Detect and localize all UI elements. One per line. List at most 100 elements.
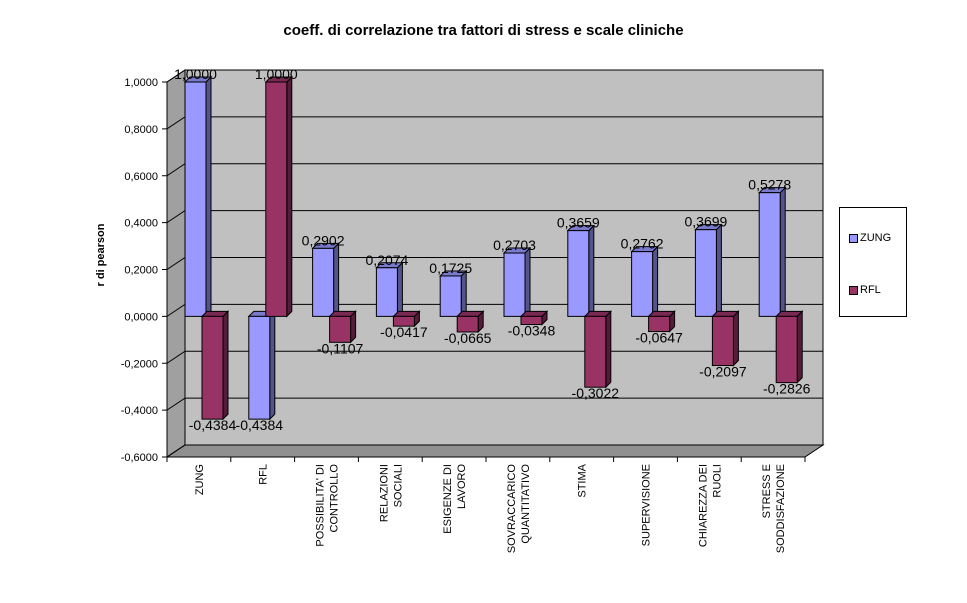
data-label-zung-8: 0,3699 [684, 214, 727, 230]
x-tick-label: RFL [258, 464, 270, 485]
y-tick-label: 0,6000 [124, 171, 158, 183]
data-label-zung-4: 0,1725 [429, 260, 472, 276]
data-label-zung-7: 0,2762 [621, 236, 664, 252]
data-label-rfl-5: -0,0348 [508, 323, 556, 339]
bar-zung-8 [694, 229, 717, 317]
y-tick-label: 1,0000 [124, 77, 158, 89]
data-label-zung-6: 0,3659 [557, 215, 600, 231]
bar-zung-5 [503, 252, 526, 317]
data-label-zung-3: 0,2074 [365, 252, 408, 268]
bar-zung-9-side [779, 186, 786, 318]
legend-item-zung: ZUNG [849, 232, 891, 244]
bar-rfl-3-top [392, 310, 421, 317]
data-label-rfl-2: -0,1107 [317, 340, 364, 356]
bar-zung-4-side [460, 269, 467, 318]
bar-zung-0 [184, 81, 207, 317]
bar-rfl-6-side [605, 310, 612, 389]
bar-zung-6-side [588, 224, 595, 318]
bar-rfl-5-top [519, 310, 549, 317]
bar-zung-1-side [269, 310, 276, 421]
bar-rfl-1 [265, 81, 288, 317]
bar-rfl-8-side [732, 310, 739, 367]
bar-zung-7-side [652, 245, 659, 318]
legend-item-rfl: RFL [849, 284, 881, 296]
x-tick-label: SUPERVISIONE [641, 464, 653, 546]
x-tick-label: LAVORO [456, 464, 468, 509]
y-axis-title: r di pearson [95, 223, 107, 286]
bar-zung-7 [631, 251, 654, 317]
bar-rfl-8-top [711, 310, 740, 317]
x-tick-label: QUANTITATIVO [520, 464, 532, 544]
y-tick-label: 0,2000 [124, 265, 158, 277]
legend-swatch-rfl [849, 285, 858, 295]
bar-zung-9 [758, 192, 781, 317]
bar-zung-2 [312, 247, 335, 317]
data-label-rfl-1: 1,0000 [255, 66, 298, 82]
bar-zung-3-side [396, 261, 403, 318]
x-tick-label: POSSIBILITA' DI [315, 464, 327, 547]
legend-label-rfl: RFL [860, 284, 881, 296]
bar-rfl-7 [648, 315, 671, 333]
data-label-zung-5: 0,2703 [493, 237, 536, 253]
bar-rfl-9-top [774, 310, 804, 317]
y-tick-label: -0,2000 [121, 358, 158, 370]
data-label-zung-0: 1,0000 [174, 66, 217, 82]
chart-title: coeff. di correlazione tra fattori di st… [283, 22, 684, 39]
y-tick-label: -0,4000 [121, 405, 158, 417]
data-label-zung-9: 0,5278 [748, 177, 791, 193]
bar-zung-5-side [524, 246, 531, 318]
y-tick-label: 0,8000 [124, 124, 158, 136]
bar-rfl-2-top [328, 310, 357, 317]
x-tick-label: RELAZIONI [378, 464, 390, 522]
bar-rfl-6 [584, 315, 607, 388]
bar-zung-8-side [715, 223, 722, 318]
gridline [166, 397, 823, 411]
data-label-rfl-0: -0,4384 [189, 417, 237, 433]
data-label-rfl-9: -0,2826 [763, 381, 811, 397]
bar-rfl-9-side [796, 310, 803, 384]
bar-rfl-4 [456, 315, 479, 333]
x-tick-label: SOCIALI [392, 464, 404, 507]
bar-rfl-1-side [286, 75, 293, 318]
legend-label-zung: ZUNG [860, 232, 892, 244]
bar-rfl-0-top [200, 310, 230, 317]
bar-rfl-9 [775, 315, 798, 384]
legend-swatch-zung [849, 233, 858, 243]
x-tick-label: STIMA [577, 463, 589, 497]
bar-zung-6 [567, 230, 590, 317]
data-label-zung-2: 0,2902 [302, 232, 345, 248]
floor [165, 444, 825, 458]
data-label-rfl-3: -0,0417 [380, 324, 428, 340]
data-label-rfl-7: -0,0647 [635, 330, 683, 346]
data-label-rfl-6: -0,3022 [572, 385, 620, 401]
x-tick-label: SODDISFAZIONE [775, 464, 787, 553]
bar-rfl-7-top [647, 310, 676, 317]
bar-rfl-5 [520, 315, 543, 326]
x-tick-label: ZUNG [194, 464, 206, 495]
data-label-zung-1: -0,4384 [236, 417, 284, 433]
bar-rfl-8 [711, 315, 734, 367]
data-label-rfl-8: -0,2097 [699, 364, 747, 380]
bar-rfl-0-side [222, 310, 229, 421]
bar-rfl-3 [392, 315, 415, 327]
x-tick-label: CONTROLLO [329, 464, 341, 533]
bar-zung-0-side [205, 75, 212, 318]
x-tick-label: RUOLI [711, 464, 723, 498]
bar-zung-2-side [333, 242, 340, 318]
x-tick-label: SOVRACCARICO [506, 464, 518, 554]
bar-rfl-0 [201, 315, 224, 420]
x-tick-label: ESIGENZE DI [442, 464, 454, 534]
bar-zung-3 [375, 267, 398, 317]
bar-rfl-2 [329, 315, 352, 343]
y-tick-label: 0,4000 [124, 218, 158, 230]
legend: ZUNG RFL [839, 207, 907, 317]
y-tick-label: -0,6000 [121, 452, 158, 464]
y-tick-label: 0,0000 [124, 311, 158, 323]
gridline [166, 444, 823, 458]
gridline [166, 69, 823, 83]
bar-rfl-4-top [455, 310, 485, 317]
data-label-rfl-4: -0,0665 [444, 330, 492, 346]
bar-rfl-6-top [583, 310, 613, 317]
